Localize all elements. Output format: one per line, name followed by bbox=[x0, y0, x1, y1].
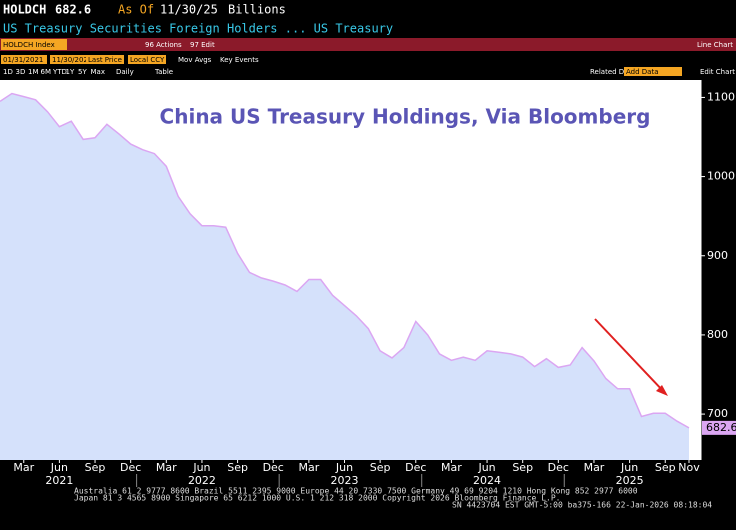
annotation-arrow bbox=[594, 318, 666, 394]
arrow-head bbox=[656, 385, 668, 396]
period-button[interactable]: 1Y bbox=[66, 68, 75, 76]
area bbox=[0, 93, 689, 460]
field: Last Price bbox=[88, 56, 122, 64]
x-tick-label: Sep bbox=[512, 461, 533, 474]
frequency[interactable]: Daily bbox=[116, 68, 134, 76]
x-year-label: 2021 bbox=[45, 474, 73, 487]
period-button[interactable]: 1M bbox=[28, 68, 39, 76]
x-tick-label: Sep bbox=[655, 461, 676, 474]
footer-line: SN 4423704 EST GMT-5:00 ba375-166 22-Jan… bbox=[452, 501, 712, 510]
end-box[interactable] bbox=[50, 55, 96, 64]
edit[interactable]: 97 Edit bbox=[190, 41, 215, 49]
x-tick-label: Mar bbox=[441, 461, 462, 474]
x-tick-label: Dec bbox=[405, 461, 426, 474]
y-tick-label: 1000 bbox=[707, 170, 735, 183]
end-date: 11/30/2025 bbox=[52, 56, 92, 64]
period-button[interactable]: 6M bbox=[41, 68, 52, 76]
edit-chart[interactable]: Edit Chart bbox=[700, 68, 735, 76]
description: US Treasury Securities Foreign Holders .… bbox=[3, 22, 393, 36]
as-of-date: 11/30/25 bbox=[160, 3, 218, 17]
add-data-box[interactable] bbox=[624, 67, 682, 76]
period-button[interactable]: Max bbox=[91, 68, 105, 76]
period-button[interactable]: 3D bbox=[16, 68, 26, 76]
security: HOLDCH Index bbox=[3, 41, 55, 49]
x-tick-label: Dec bbox=[120, 461, 141, 474]
x-tick-label: Sep bbox=[85, 461, 106, 474]
footer-line: Japan 81 3 4565 8900 Singapore 65 6212 1… bbox=[74, 494, 560, 503]
x-tick-label: Mar bbox=[156, 461, 177, 474]
x-year-label: 2023 bbox=[331, 474, 359, 487]
line bbox=[0, 92, 690, 429]
mov-avgs[interactable]: Mov Avgs bbox=[178, 56, 212, 64]
x-tick-label: Sep bbox=[370, 461, 391, 474]
last-price: 682.6 bbox=[55, 3, 91, 17]
y-tick-label: 800 bbox=[707, 328, 728, 341]
x-tick-label: Jun bbox=[477, 461, 495, 474]
view: Line Chart bbox=[697, 41, 733, 49]
as-of: As Of bbox=[118, 3, 154, 17]
x-tick-label: Jun bbox=[192, 461, 210, 474]
y-tick-label: 1100 bbox=[707, 90, 735, 103]
x-tick-label: Sep bbox=[227, 461, 248, 474]
start-box[interactable] bbox=[1, 55, 47, 64]
x-tick-label: Dec bbox=[548, 461, 569, 474]
field-box[interactable] bbox=[86, 55, 124, 64]
chart-title: China US Treasury Holdings, Via Bloomber… bbox=[160, 105, 651, 129]
x-year-label: 2024 bbox=[473, 474, 501, 487]
x-tick-label: Jun bbox=[50, 461, 68, 474]
period-button[interactable]: 5Y bbox=[78, 68, 87, 76]
start-date: 01/31/2021 bbox=[3, 56, 43, 64]
y-tick-label: 700 bbox=[707, 407, 728, 420]
x-tick-label: Dec bbox=[263, 461, 284, 474]
key-events[interactable]: Key Events bbox=[220, 56, 259, 64]
table[interactable]: Table bbox=[154, 68, 173, 76]
period-button[interactable]: YTD bbox=[52, 68, 67, 76]
units: Billions bbox=[228, 3, 286, 17]
period-button[interactable]: 1D bbox=[3, 68, 13, 76]
footer-line: Australia 61 2 9777 8600 Brazil 5511 239… bbox=[74, 487, 638, 496]
last-value-label: 682.6 bbox=[706, 421, 736, 434]
security-box[interactable] bbox=[1, 39, 67, 50]
add-data: Add Data bbox=[626, 68, 659, 76]
x-tick-label: Nov bbox=[678, 461, 700, 474]
x-year-label: 2022 bbox=[188, 474, 216, 487]
currency: Local CCY bbox=[130, 56, 165, 64]
actions[interactable]: 96 Actions bbox=[145, 41, 182, 49]
x-tick-label: Jun bbox=[620, 461, 638, 474]
y-tick-label: 900 bbox=[707, 249, 728, 262]
related-data[interactable]: Related Data bbox=[590, 68, 636, 76]
x-tick-label: Mar bbox=[584, 461, 605, 474]
currency-box[interactable] bbox=[128, 55, 166, 64]
x-tick-label: Mar bbox=[298, 461, 319, 474]
x-year-label: 2025 bbox=[616, 474, 644, 487]
menu-bar bbox=[0, 38, 736, 51]
ticker: HOLDCH bbox=[3, 3, 46, 17]
x-tick-label: Mar bbox=[13, 461, 34, 474]
x-tick-label: Jun bbox=[335, 461, 353, 474]
last-value-box bbox=[702, 420, 736, 435]
